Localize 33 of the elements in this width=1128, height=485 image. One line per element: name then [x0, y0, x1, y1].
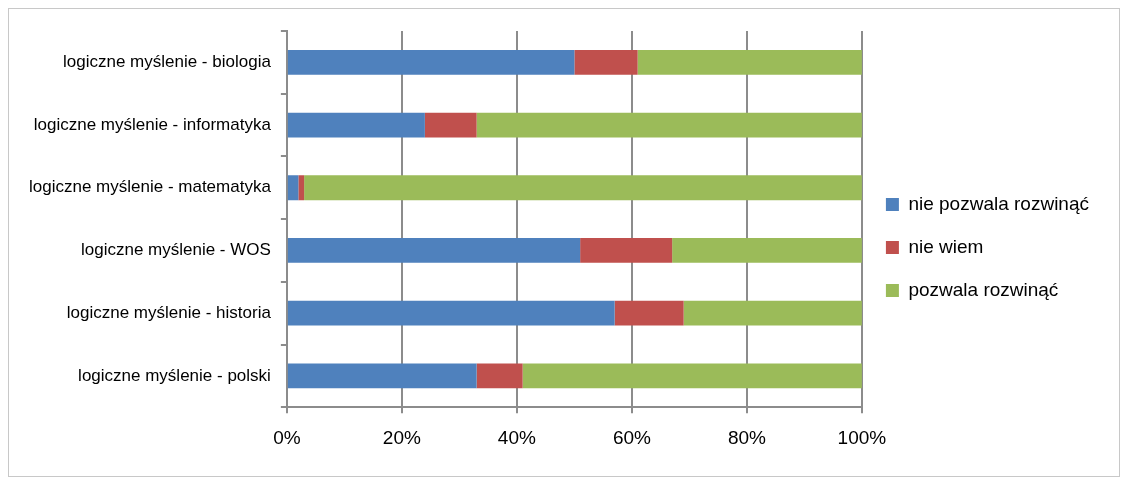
- bar: [522, 363, 862, 389]
- bar: [304, 175, 862, 201]
- x-tick-label: 20%: [382, 426, 421, 448]
- legend-label: nie wiem: [908, 235, 984, 257]
- bar: [287, 49, 575, 75]
- bar: [287, 175, 299, 201]
- bar: [287, 300, 615, 326]
- y-tick-label: logiczne myślenie - informatyka: [33, 114, 272, 134]
- bar: [683, 300, 862, 326]
- bar: [637, 49, 862, 75]
- bar: [424, 112, 477, 138]
- legend-label: nie pozwala rozwinąć: [908, 192, 1089, 214]
- bar: [287, 363, 477, 389]
- x-tick-label: 60%: [612, 426, 652, 448]
- x-tick-label: 100%: [837, 426, 887, 448]
- bar: [476, 363, 523, 389]
- bar: [287, 238, 581, 263]
- y-tick-label: logiczne myślenie - polski: [78, 365, 271, 385]
- x-tick-label: 80%: [727, 426, 767, 448]
- x-tick-label: 40%: [497, 426, 536, 448]
- x-tick-label: 0%: [273, 426, 301, 448]
- bar: [298, 175, 305, 201]
- y-tick-label: logiczne myślenie - matematyka: [28, 177, 272, 197]
- legend-label: pozwala rozwinąć: [908, 278, 1059, 300]
- bar: [580, 238, 673, 263]
- y-tick-label: logiczne myślenie - WOS: [80, 240, 271, 260]
- y-tick-label: logiczne myślenie - biologia: [62, 52, 272, 72]
- bar: [614, 300, 684, 326]
- bar: [287, 112, 425, 138]
- bar: [574, 49, 638, 75]
- bar: [476, 112, 862, 138]
- bar: [672, 238, 862, 263]
- y-tick-label: logiczne myślenie - historia: [66, 302, 272, 322]
